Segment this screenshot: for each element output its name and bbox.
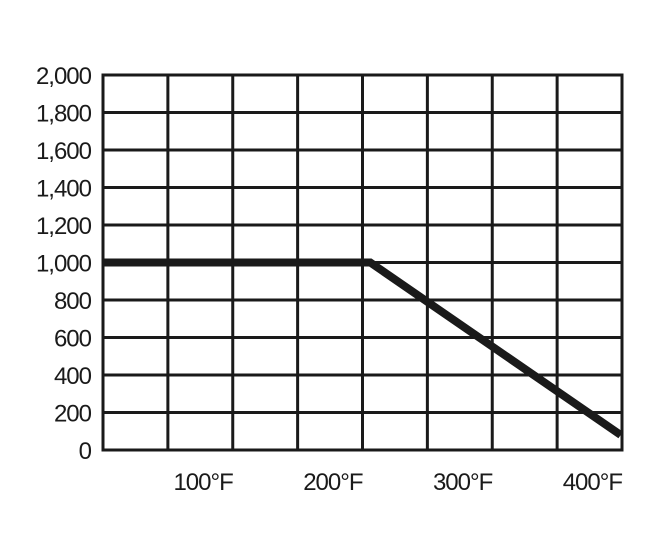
y-tick-label: 400 bbox=[54, 363, 92, 390]
y-tick-label: 1,400 bbox=[36, 176, 92, 203]
y-tick-label: 1,600 bbox=[36, 138, 92, 165]
y-tick-label: 200 bbox=[54, 401, 92, 428]
x-tick-label: 300°F bbox=[433, 469, 493, 496]
y-tick-label: 800 bbox=[54, 288, 92, 315]
series bbox=[103, 258, 623, 439]
y-tick-label: 0 bbox=[79, 438, 92, 465]
x-tick-label: 100°F bbox=[173, 469, 233, 496]
y-tick-label: 1,800 bbox=[36, 101, 92, 128]
y-tick-label: 1,000 bbox=[36, 251, 92, 278]
y-tick-label: 1,200 bbox=[36, 213, 92, 240]
y-axis-ticks: 0 200 400 600 800 1,000 1,200 1,400 1,600 1,800 2,… bbox=[36, 63, 93, 465]
y-tick-label: 2,000 bbox=[36, 63, 92, 90]
y-tick-label: 600 bbox=[54, 326, 92, 353]
x-tick-label: 200°F bbox=[303, 469, 363, 496]
x-axis-ticks: 100°F 200°F 300°F 400°F bbox=[173, 469, 623, 496]
series-line bbox=[103, 258, 623, 439]
x-tick-label: 400°F bbox=[563, 469, 623, 496]
